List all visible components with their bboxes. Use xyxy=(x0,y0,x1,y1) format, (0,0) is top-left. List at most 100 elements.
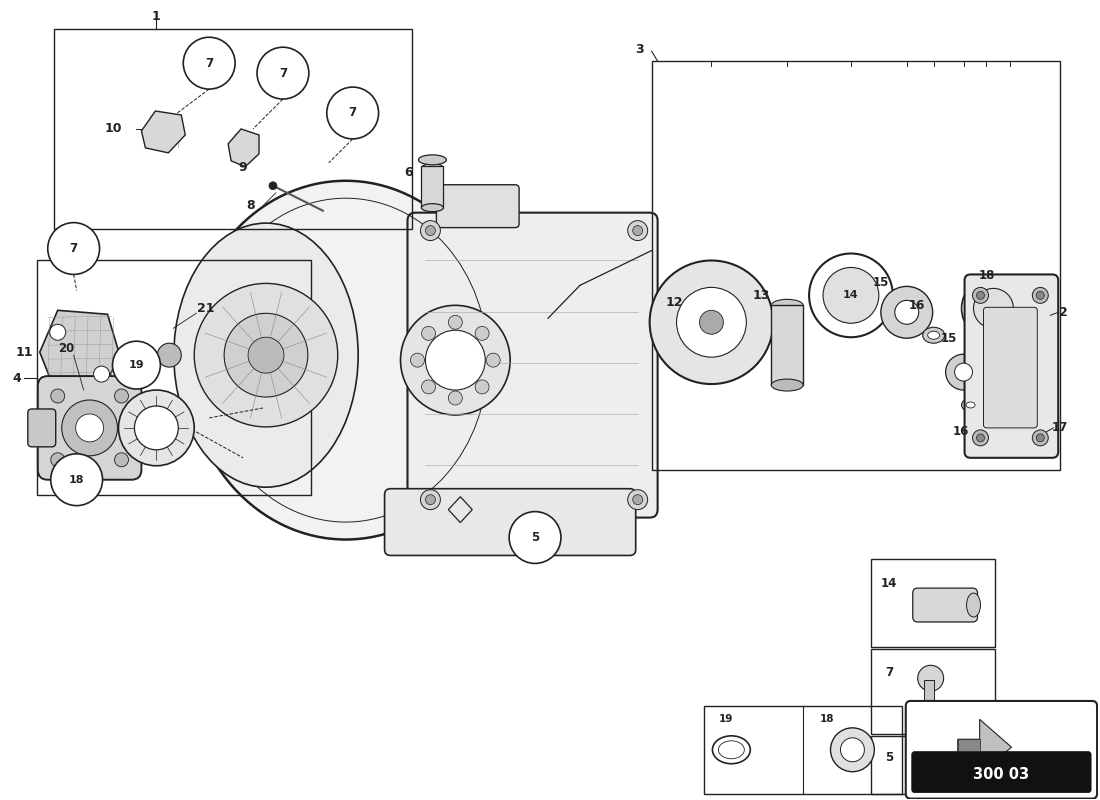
Circle shape xyxy=(94,366,110,382)
Circle shape xyxy=(486,353,500,367)
Text: 7: 7 xyxy=(349,106,356,119)
Text: 18: 18 xyxy=(69,474,85,485)
Circle shape xyxy=(1036,291,1044,299)
Circle shape xyxy=(157,343,182,367)
Text: 19: 19 xyxy=(719,714,734,724)
Circle shape xyxy=(961,277,1025,340)
Circle shape xyxy=(881,286,933,338)
Circle shape xyxy=(449,391,462,405)
Text: 18: 18 xyxy=(978,269,994,282)
Ellipse shape xyxy=(186,181,505,539)
Polygon shape xyxy=(958,719,1012,773)
Circle shape xyxy=(676,287,746,357)
Text: 17: 17 xyxy=(1052,422,1068,434)
Ellipse shape xyxy=(421,164,443,172)
FancyBboxPatch shape xyxy=(37,376,142,480)
Circle shape xyxy=(449,315,462,330)
Circle shape xyxy=(628,490,648,510)
FancyBboxPatch shape xyxy=(437,185,519,228)
FancyBboxPatch shape xyxy=(385,489,636,555)
Text: 2: 2 xyxy=(1059,306,1068,319)
Circle shape xyxy=(700,310,724,334)
Ellipse shape xyxy=(966,402,975,408)
Text: 300 03: 300 03 xyxy=(974,767,1030,782)
Circle shape xyxy=(420,221,440,241)
Circle shape xyxy=(47,222,100,274)
Text: 13: 13 xyxy=(752,289,770,302)
Circle shape xyxy=(224,314,308,397)
Ellipse shape xyxy=(961,398,979,411)
Circle shape xyxy=(426,330,485,390)
Circle shape xyxy=(51,453,65,466)
FancyBboxPatch shape xyxy=(965,274,1058,458)
Text: 7: 7 xyxy=(205,57,213,70)
Circle shape xyxy=(421,380,436,394)
Circle shape xyxy=(632,226,642,235)
Circle shape xyxy=(830,728,874,772)
Circle shape xyxy=(946,354,981,390)
Bar xyxy=(871,736,996,794)
Circle shape xyxy=(475,326,490,340)
Circle shape xyxy=(1036,434,1044,442)
Circle shape xyxy=(421,326,436,340)
Circle shape xyxy=(257,47,309,99)
Circle shape xyxy=(114,389,129,403)
Circle shape xyxy=(650,261,773,384)
Text: 6: 6 xyxy=(404,166,412,179)
Text: 19: 19 xyxy=(129,360,144,370)
Text: 20: 20 xyxy=(58,342,75,354)
Text: 11: 11 xyxy=(15,346,33,358)
Text: 15: 15 xyxy=(872,276,889,289)
Circle shape xyxy=(249,338,284,373)
Text: 7: 7 xyxy=(69,242,78,255)
Polygon shape xyxy=(142,111,185,153)
Text: 4: 4 xyxy=(12,371,21,385)
Ellipse shape xyxy=(927,331,939,339)
FancyBboxPatch shape xyxy=(983,307,1037,428)
Circle shape xyxy=(119,390,195,466)
Bar xyxy=(54,30,412,229)
Circle shape xyxy=(400,306,510,415)
Circle shape xyxy=(50,324,66,340)
Circle shape xyxy=(974,288,1013,328)
Text: 7: 7 xyxy=(884,666,893,679)
Circle shape xyxy=(51,389,65,403)
Circle shape xyxy=(810,254,893,338)
Text: 14: 14 xyxy=(881,578,896,590)
Bar xyxy=(871,559,996,647)
Circle shape xyxy=(972,287,989,303)
Ellipse shape xyxy=(418,155,447,165)
FancyBboxPatch shape xyxy=(912,751,1091,793)
Text: 1: 1 xyxy=(152,10,161,23)
Text: 12: 12 xyxy=(666,296,683,309)
Ellipse shape xyxy=(421,204,443,212)
Circle shape xyxy=(112,342,161,389)
Text: 21: 21 xyxy=(197,302,215,315)
Circle shape xyxy=(426,226,436,235)
Bar xyxy=(871,649,996,734)
Polygon shape xyxy=(958,739,980,751)
Circle shape xyxy=(410,353,425,367)
Ellipse shape xyxy=(174,223,359,487)
Text: 18: 18 xyxy=(821,714,835,724)
Circle shape xyxy=(114,453,129,466)
Circle shape xyxy=(184,38,235,89)
Circle shape xyxy=(840,738,865,762)
Text: 10: 10 xyxy=(104,122,122,135)
FancyBboxPatch shape xyxy=(28,409,56,447)
Bar xyxy=(924,680,934,718)
Text: 5: 5 xyxy=(884,751,893,764)
Ellipse shape xyxy=(967,593,980,617)
FancyBboxPatch shape xyxy=(407,213,658,518)
Circle shape xyxy=(475,380,490,394)
Text: 16: 16 xyxy=(953,426,969,438)
Text: 7: 7 xyxy=(279,66,287,80)
Circle shape xyxy=(76,414,103,442)
Text: 16: 16 xyxy=(909,299,925,312)
Circle shape xyxy=(420,490,440,510)
FancyBboxPatch shape xyxy=(905,701,1097,798)
Circle shape xyxy=(632,494,642,505)
Text: 8: 8 xyxy=(246,199,255,212)
Ellipse shape xyxy=(923,327,945,343)
Circle shape xyxy=(51,454,102,506)
